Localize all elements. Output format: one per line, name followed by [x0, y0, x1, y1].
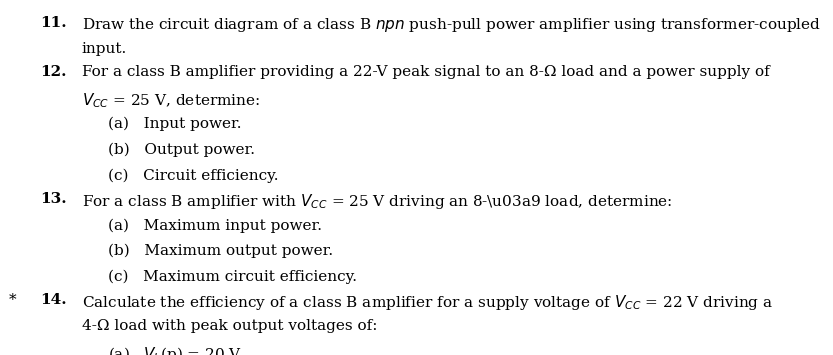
Text: (c)   Circuit efficiency.: (c) Circuit efficiency. — [108, 169, 279, 183]
Text: (a)   Input power.: (a) Input power. — [108, 117, 242, 131]
Text: *: * — [8, 293, 16, 307]
Text: Draw the circuit diagram of a class B $\mathit{npn}$ push-pull power amplifier u: Draw the circuit diagram of a class B $\… — [82, 16, 821, 34]
Text: Calculate the efficiency of a class B amplifier for a supply voltage of $V_{CC}$: Calculate the efficiency of a class B am… — [82, 293, 773, 312]
Text: 11.: 11. — [40, 16, 67, 30]
Text: 12.: 12. — [40, 65, 67, 79]
Text: 14.: 14. — [40, 293, 67, 307]
Text: 13.: 13. — [40, 192, 67, 206]
Text: (a)   $V_L$(p) = 20 V.: (a) $V_L$(p) = 20 V. — [108, 345, 246, 355]
Text: For a class B amplifier providing a 22-V peak signal to an 8-Ω load and a power : For a class B amplifier providing a 22-V… — [82, 65, 770, 79]
Text: (b)   Maximum output power.: (b) Maximum output power. — [108, 244, 333, 258]
Text: (a)   Maximum input power.: (a) Maximum input power. — [108, 218, 322, 233]
Text: For a class B amplifier with $V_{CC}$ = 25 V driving an 8-\u03a9 load, determine: For a class B amplifier with $V_{CC}$ = … — [82, 192, 672, 211]
Text: 4-Ω load with peak output voltages of:: 4-Ω load with peak output voltages of: — [82, 319, 377, 333]
Text: input.: input. — [82, 42, 127, 56]
Text: (b)   Output power.: (b) Output power. — [108, 143, 255, 157]
Text: (c)   Maximum circuit efficiency.: (c) Maximum circuit efficiency. — [108, 270, 357, 284]
Text: $V_{CC}$ = 25 V, determine:: $V_{CC}$ = 25 V, determine: — [82, 91, 260, 110]
